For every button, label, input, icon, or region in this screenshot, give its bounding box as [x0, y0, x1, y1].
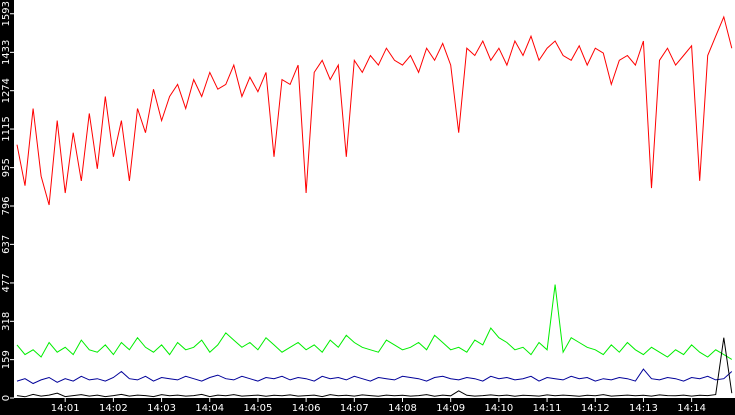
- y-axis-bar: [0, 0, 14, 415]
- x-tick-label: 14:12: [581, 403, 610, 414]
- x-tick-label: 14:14: [677, 403, 706, 414]
- line: [16, 15, 733, 206]
- x-tick-label: 14:07: [340, 403, 369, 414]
- x-tick-label: 14:10: [484, 403, 513, 414]
- y-tick-label: 796: [1, 196, 12, 215]
- x-tick-label: 14:04: [195, 403, 224, 414]
- x-tick-label: 14:06: [292, 403, 321, 414]
- y-tick-label: 637: [1, 235, 12, 254]
- x-tick-label: 14:03: [147, 403, 176, 414]
- line: [16, 284, 733, 360]
- y-tick-label: 1274: [1, 78, 12, 103]
- y-tick-label: 159: [1, 350, 12, 369]
- x-tick-label: 14:09: [436, 403, 465, 414]
- x-tick-label: 14:01: [51, 403, 80, 414]
- x-axis-bar: [0, 398, 735, 415]
- x-tick-label: 14:02: [99, 403, 128, 414]
- x-tick-label: 14:13: [629, 403, 658, 414]
- x-tick-label: 14:08: [388, 403, 417, 414]
- x-tick-label: 14:05: [244, 403, 273, 414]
- y-tick-label: 318: [1, 312, 12, 331]
- y-tick-label: 1433: [1, 40, 12, 65]
- y-tick-label: 1593: [1, 1, 12, 26]
- line: [16, 337, 733, 398]
- y-tick-label: 955: [1, 158, 12, 177]
- y-tick-label: 477: [1, 273, 12, 292]
- x-tick-label: 14:11: [533, 403, 562, 414]
- y-tick-label: 1115: [1, 116, 12, 141]
- line: [16, 368, 733, 385]
- y-tick-label: 0: [1, 395, 12, 401]
